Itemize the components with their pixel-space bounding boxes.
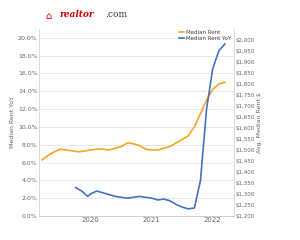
Legend: Median Rent, Median Rent YoY: Median Rent, Median Rent YoY [179,30,231,41]
Text: .com: .com [105,10,127,19]
Y-axis label: Median Rent YoY: Median Rent YoY [10,96,15,148]
Y-axis label: Avg. Median Rent $: Avg. Median Rent $ [257,92,262,153]
Text: realtor: realtor [60,10,94,19]
Text: ⌂: ⌂ [45,11,51,21]
